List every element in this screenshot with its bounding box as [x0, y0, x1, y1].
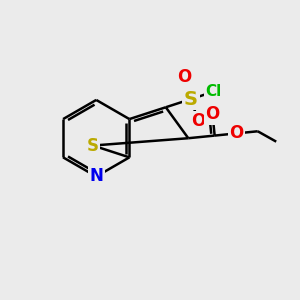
- Text: O: O: [177, 68, 191, 86]
- Text: Cl: Cl: [205, 84, 221, 99]
- Text: O: O: [206, 106, 220, 124]
- Text: O: O: [191, 112, 205, 130]
- Text: O: O: [230, 124, 244, 142]
- Text: S: S: [184, 90, 198, 109]
- Text: N: N: [89, 167, 103, 185]
- Text: S: S: [87, 136, 99, 154]
